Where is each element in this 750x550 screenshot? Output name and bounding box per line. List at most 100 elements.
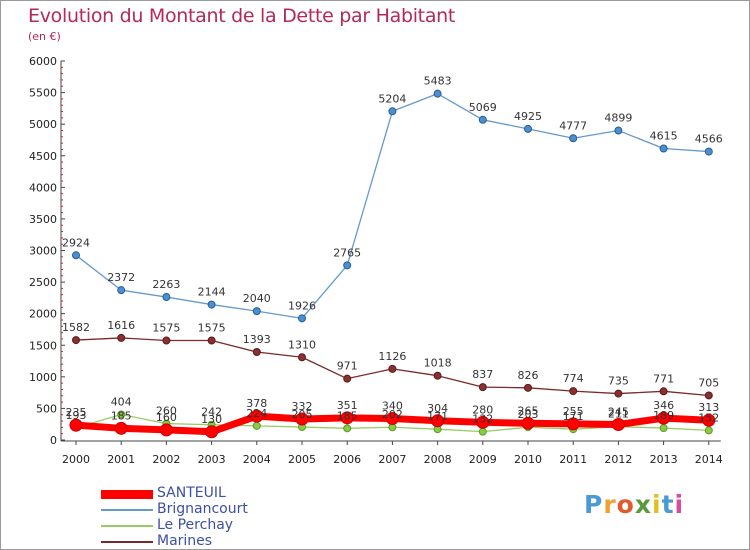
legend-label: Brignancourt [157, 501, 248, 517]
chart-title: Evolution du Montant de la Dette par Hab… [28, 5, 456, 27]
data-label: 1310 [288, 338, 316, 351]
legend-swatch [101, 541, 153, 543]
data-point [252, 421, 261, 430]
data-point [72, 336, 80, 345]
data-point [69, 418, 83, 432]
data-label: 735 [608, 375, 629, 388]
x-tick-label: 2000 [62, 453, 90, 466]
data-label: 203 [518, 408, 539, 421]
data-label: 837 [472, 368, 493, 381]
data-label: 205 [292, 408, 313, 421]
x-tick-label: 2009 [469, 453, 497, 466]
data-point [162, 336, 171, 345]
data-point [207, 336, 216, 345]
data-point [657, 411, 671, 425]
data-point [704, 391, 713, 400]
chart-subtitle: (en €) [28, 30, 61, 43]
y-tick-label: 1000 [29, 371, 57, 384]
data-point [159, 423, 173, 437]
x-tick-label: 2007 [378, 453, 406, 466]
data-point [340, 411, 354, 425]
data-label: 185 [337, 409, 358, 422]
logo-letter: i [652, 490, 662, 519]
logo-letter: i [674, 490, 685, 519]
data-label: 705 [698, 376, 719, 389]
data-point [524, 383, 532, 392]
data-label: 4615 [650, 129, 678, 142]
legend-item: Le Perchay [101, 517, 361, 534]
data-point [114, 421, 128, 435]
data-label: 771 [653, 372, 674, 385]
y-tick-label: 5000 [29, 118, 57, 131]
data-label: 171 [563, 410, 584, 423]
data-point [343, 261, 352, 270]
data-label: 265 [518, 404, 539, 417]
data-label: 2765 [333, 246, 361, 259]
data-label: 245 [608, 406, 629, 419]
legend-label: SANTEUIL [157, 485, 226, 501]
x-tick-label: 2013 [650, 453, 678, 466]
data-point [433, 89, 442, 98]
legend-swatch [101, 489, 153, 499]
data-point [343, 424, 352, 433]
x-tick-label: 2001 [107, 453, 135, 466]
data-point [388, 364, 397, 373]
x-tick-label: 2010 [514, 453, 542, 466]
y-tick-label: 500 [36, 402, 57, 415]
data-label: 332 [292, 400, 313, 413]
x-tick-label: 2005 [288, 453, 316, 466]
data-label: 4899 [604, 112, 632, 125]
legend-label: Le Perchay [157, 517, 234, 533]
y-tick-label: 4500 [29, 150, 57, 163]
data-point [524, 124, 532, 133]
y-tick-label: 5500 [29, 87, 57, 100]
data-point [478, 427, 487, 436]
data-label: 971 [337, 360, 358, 373]
legend-item: Brignancourt [101, 501, 361, 518]
y-tick-label: 2000 [29, 308, 57, 321]
data-point [117, 333, 126, 342]
proxiti-logo: Proxiti [584, 490, 684, 519]
y-tick-label: 4000 [29, 181, 57, 194]
data-label: 304 [427, 402, 448, 415]
logo-letter: P [584, 490, 604, 519]
y-tick-label: 1500 [29, 339, 57, 352]
chart-legend: SANTEUIL Brignancourt Le Perchay Marines [101, 485, 361, 549]
x-tick-label: 2006 [333, 453, 361, 466]
data-point [72, 251, 80, 260]
y-tick-label: 3500 [29, 213, 57, 226]
legend-label: Marines [157, 533, 213, 549]
data-point [478, 115, 487, 124]
data-label: 2924 [62, 236, 90, 249]
x-tick-label: 2002 [152, 453, 180, 466]
data-label: 152 [698, 411, 719, 424]
x-tick-label: 2004 [243, 453, 271, 466]
data-point [476, 415, 490, 429]
data-label: 346 [653, 399, 674, 412]
data-label: 774 [563, 372, 584, 385]
data-point [431, 414, 445, 428]
data-label: 1616 [107, 319, 135, 332]
data-label: 351 [337, 399, 358, 412]
data-point [659, 424, 668, 433]
x-tick-label: 2012 [604, 453, 632, 466]
logo-letter: o [616, 490, 635, 519]
data-point [566, 417, 580, 431]
data-point [298, 314, 306, 323]
data-point [659, 387, 668, 396]
logo-letter: t [661, 490, 675, 519]
data-point [117, 286, 126, 295]
data-point [343, 374, 352, 383]
data-point [569, 134, 578, 143]
x-tick-label: 2008 [424, 453, 452, 466]
data-label: 1575 [198, 322, 226, 335]
data-point [205, 425, 219, 439]
data-label: 826 [518, 369, 539, 382]
y-tick-label: 2500 [29, 276, 57, 289]
data-label: 1575 [152, 322, 180, 335]
y-tick-label: 0 [50, 434, 57, 447]
data-label: 5069 [469, 101, 497, 114]
x-tick-label: 2003 [198, 453, 226, 466]
